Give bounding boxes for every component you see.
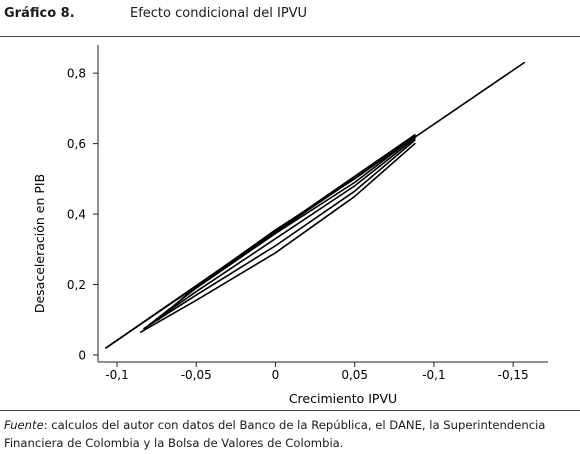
x-tick-label: -0,05	[181, 368, 212, 382]
y-ticks: 0 0,2 0,4 0,6 0,8	[67, 67, 98, 362]
x-axis: -0,1 -0,05 0 0,05 -0,1 -0,15	[98, 361, 548, 382]
y-tick-label: 0	[78, 348, 86, 362]
top-rule	[0, 36, 580, 37]
series-layer	[105, 61, 526, 349]
y-tick-label: 0,6	[67, 137, 86, 151]
series-line-5	[147, 137, 416, 326]
x-ticks: -0,1 -0,05 0 0,05 -0,1 -0,15	[105, 362, 529, 382]
x-tick-label: -0,1	[105, 368, 128, 382]
x-tick-label: 0	[272, 368, 280, 382]
source-lead: Fuente	[4, 418, 44, 432]
series-line-4	[143, 139, 416, 330]
x-tick-label: -0,15	[498, 368, 529, 382]
y-axis: 0 0,2 0,4 0,6 0,8	[67, 45, 99, 362]
figure-header: Gráfico 8. Efecto condicional del IPVU	[0, 0, 580, 40]
x-tick-label: -0,1	[422, 368, 445, 382]
figure-title: Efecto condicional del IPVU	[130, 6, 308, 21]
bottom-rule	[0, 410, 580, 411]
x-axis-title: Crecimiento IPVU	[289, 391, 397, 406]
y-tick-label: 0,2	[67, 278, 86, 292]
source-note: Fuente: calculos del autor con datos del…	[4, 416, 576, 452]
series-line-7	[157, 135, 416, 321]
series-line-3	[139, 142, 416, 333]
y-axis-title: Desaceleración en PIB	[32, 174, 47, 313]
y-tick-label: 0,4	[67, 208, 86, 222]
line-chart: -0,1 -0,05 0 0,05 -0,1 -0,15 0 0,2 0,4 0,6 0,8 Cr…	[32, 45, 548, 406]
figure-label: Gráfico 8.	[4, 6, 75, 21]
source-text: : calculos del autor con datos del Banco…	[4, 418, 546, 450]
x-tick-label: 0,05	[341, 368, 368, 382]
y-tick-label: 0,8	[67, 67, 86, 81]
